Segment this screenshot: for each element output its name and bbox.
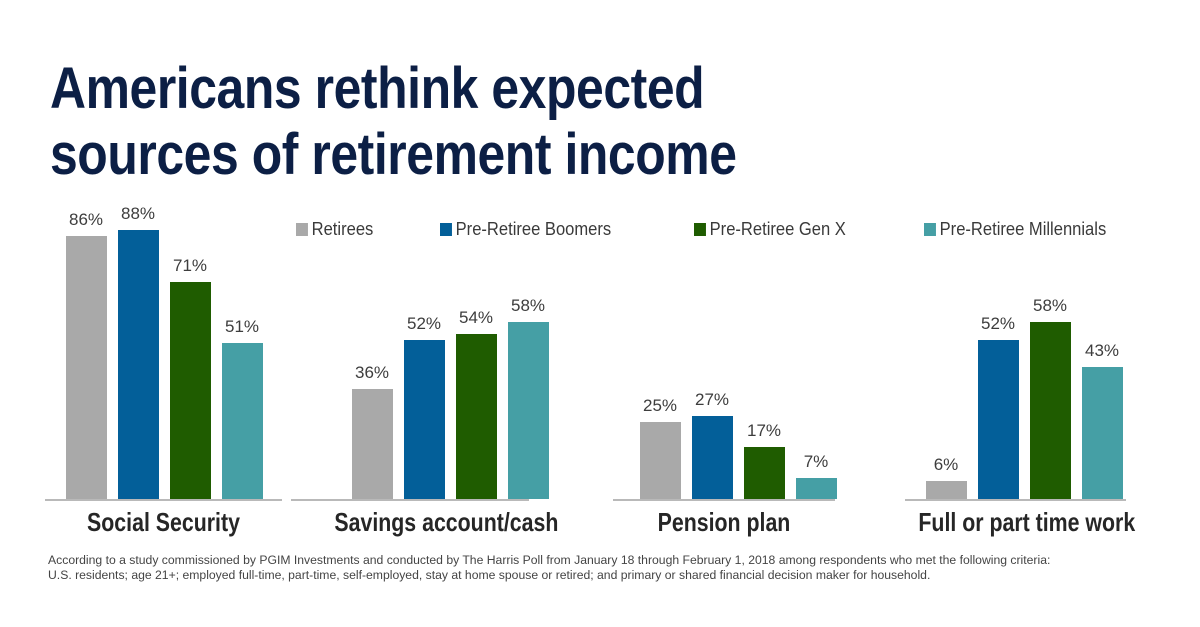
footnote-line-2: U.S. residents; age 21+; employed full-t… [48,568,931,582]
value-label: 52% [980,314,1016,333]
category-label: Pension plan [657,507,791,537]
axis-line [45,499,282,501]
value-label: 27% [694,390,730,409]
legend-item-retirees: Retirees [296,219,373,240]
legend-item-genx: Pre-Retiree Gen X [694,219,846,240]
bar-social-security-millennials [222,343,263,499]
bar-savings-retirees [352,389,393,499]
legend-swatch-genx [694,223,706,236]
value-label: 88% [120,204,156,223]
title-line-1: Americans rethink expected [50,56,705,121]
axis-line [905,499,1126,501]
legend-label: Pre-Retiree Boomers [455,219,612,239]
bar-pension-genx [744,447,785,499]
legend-label: Pre-Retiree Gen X [709,219,846,239]
legend-swatch-boomers [440,223,452,236]
bar-savings-millennials [508,322,549,499]
value-label: 54% [458,308,494,327]
value-label: 43% [1084,341,1120,360]
category-label: Savings account/cash [334,507,559,537]
value-label: 17% [746,421,782,440]
value-label: 71% [172,256,208,275]
legend-swatch-millennials [924,223,936,236]
bar-pension-boomers [692,416,733,499]
value-label: 36% [354,363,390,382]
footnote: According to a study commissioned by PGI… [48,553,1168,583]
value-label: 7% [803,452,829,471]
bar-savings-boomers [404,340,445,499]
legend-label: Retirees [311,219,374,239]
bar-social-security-retirees [66,236,107,499]
value-label: 25% [642,396,678,415]
value-label: 58% [1032,296,1068,315]
footnote-line-1: According to a study commissioned by PGI… [48,553,1051,567]
bar-work-genx [1030,322,1071,499]
value-label: 58% [510,296,546,315]
category-label: Full or part time work [918,507,1136,537]
legend-item-boomers: Pre-Retiree Boomers [440,219,611,240]
value-label: 6% [933,455,959,474]
legend-item-millennials: Pre-Retiree Millennials [924,219,1106,240]
value-label: 86% [68,210,104,229]
legend-label: Pre-Retiree Millennials [939,219,1107,239]
bar-work-boomers [978,340,1019,499]
value-label: 52% [406,314,442,333]
bar-pension-millennials [796,478,837,499]
axis-line [613,499,835,501]
bar-work-millennials [1082,367,1123,499]
value-label: 51% [224,317,260,336]
bar-work-retirees [926,481,967,499]
category-label: Social Security [87,507,240,537]
bar-pension-retirees [640,422,681,499]
title-line-2: sources of retirement income [50,122,737,187]
bar-savings-genx [456,334,497,499]
axis-line [291,499,529,501]
bar-social-security-genx [170,282,211,499]
bar-social-security-boomers [118,230,159,499]
legend-swatch-retirees [296,223,308,236]
